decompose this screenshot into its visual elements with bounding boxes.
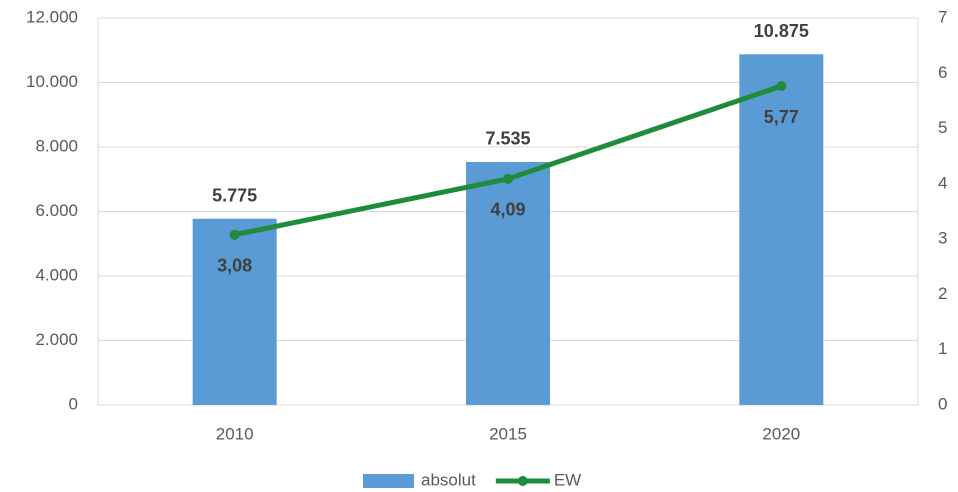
- y-tick-label: 2.000: [35, 330, 78, 349]
- line-point: [503, 173, 513, 184]
- line-point: [229, 229, 240, 240]
- y-tick-label: 0: [69, 394, 78, 413]
- y-tick-label: 8.000: [35, 136, 78, 155]
- legend-label: absolut: [421, 470, 476, 489]
- y2-tick-label: 0: [938, 394, 947, 413]
- y2-tick-label: 6: [938, 63, 947, 82]
- bar: [739, 54, 824, 405]
- y2-tick-label: 2: [938, 284, 947, 303]
- y2-tick-label: 4: [938, 173, 947, 192]
- x-tick-label: 2010: [216, 424, 254, 443]
- y2-tick-label: 7: [938, 7, 947, 26]
- y2-tick-label: 5: [938, 118, 947, 137]
- y-tick-label: 6.000: [35, 201, 78, 220]
- y2-tick-label: 1: [938, 339, 947, 358]
- line-point: [776, 81, 787, 92]
- y-tick-label: 10.000: [26, 72, 78, 91]
- x-tick-label: 2015: [489, 424, 527, 443]
- bar-value-label: 10.875: [754, 21, 809, 41]
- y-tick-label: 4.000: [35, 265, 78, 284]
- bar: [192, 218, 277, 405]
- bar-value-label: 5.775: [212, 186, 257, 206]
- y2-tick-label: 3: [938, 229, 947, 248]
- legend-swatch: [517, 476, 528, 486]
- line-value-label: 4,09: [490, 200, 525, 220]
- x-tick-label: 2020: [762, 424, 800, 443]
- y-tick-label: 12.000: [26, 7, 78, 26]
- bar: [466, 161, 550, 405]
- legend-label: EW: [554, 470, 581, 489]
- line-value-label: 5,77: [764, 107, 799, 127]
- line-value-label: 3,08: [217, 255, 252, 275]
- bar-value-label: 7.535: [485, 129, 530, 149]
- legend-swatch: [363, 474, 414, 488]
